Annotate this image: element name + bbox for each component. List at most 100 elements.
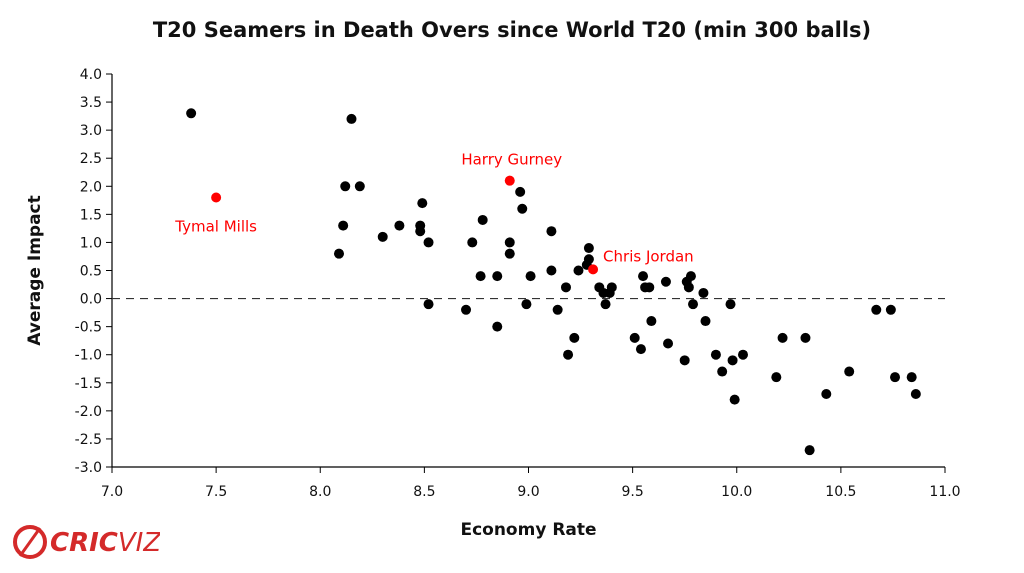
data-point: [729, 394, 740, 405]
data-point: [679, 355, 690, 366]
data-point: [423, 237, 434, 248]
points-layer: [186, 108, 921, 456]
data-point: [683, 282, 694, 293]
data-point: [644, 282, 655, 293]
data-point: [717, 366, 728, 377]
data-point: [552, 304, 563, 315]
data-point: [700, 316, 711, 327]
y-tick-label: -1.5: [75, 376, 102, 392]
data-point: [467, 237, 478, 248]
y-tick-label: 2.5: [80, 151, 102, 167]
highlight-point: [588, 264, 599, 275]
data-point: [417, 198, 428, 209]
data-point: [727, 355, 738, 366]
data-point: [515, 186, 526, 197]
data-point: [871, 304, 882, 315]
data-point: [910, 389, 921, 400]
data-point: [338, 220, 349, 231]
y-tick-label: 4.0: [80, 67, 102, 83]
data-point: [563, 349, 574, 360]
data-point: [475, 271, 486, 282]
highlight-point: [211, 192, 222, 203]
data-point: [821, 389, 832, 400]
data-point: [606, 282, 617, 293]
x-tick-label: 9.5: [621, 484, 643, 500]
logo-wordmark: CRICVIZ: [50, 528, 160, 558]
data-point: [504, 237, 515, 248]
data-point: [525, 271, 536, 282]
logo-text-cric: CRIC: [50, 528, 118, 558]
data-point: [333, 248, 344, 259]
y-tick-label: -2.5: [75, 432, 102, 448]
highlight-layer: Tymal Mills Harry Gurney Chris Jordan: [174, 151, 694, 275]
x-tick-label: 8.5: [413, 484, 435, 500]
axes: 7.0 7.5 8.0 8.5 9.0 9.5 10.0 10.5 11.0 4.0 3.5 3.0 2…: [75, 67, 961, 500]
data-point: [394, 220, 405, 231]
data-point: [890, 372, 901, 383]
y-tick-label: -1.0: [75, 348, 102, 364]
data-point: [688, 299, 699, 310]
x-tick-label: 7.5: [205, 484, 227, 500]
y-tick-label: -3.0: [75, 460, 102, 476]
highlight-point: [504, 175, 515, 186]
y-tick-label: -0.5: [75, 320, 102, 336]
data-point: [646, 316, 657, 327]
data-point: [710, 349, 721, 360]
cricviz-logo: CRICVIZ: [10, 520, 162, 566]
highlight-label: Chris Jordan: [603, 247, 694, 265]
y-tick-label: 3.5: [80, 95, 102, 111]
data-point: [685, 271, 696, 282]
data-point: [517, 203, 528, 214]
data-point: [560, 282, 571, 293]
data-point: [906, 372, 917, 383]
data-point: [800, 332, 811, 343]
data-point: [583, 243, 594, 254]
data-point: [346, 113, 357, 124]
data-point: [340, 181, 351, 192]
data-point: [186, 108, 197, 119]
x-tick-label: 9.0: [517, 484, 539, 500]
data-point: [663, 338, 674, 349]
y-tick-label: 0.0: [80, 292, 102, 308]
x-axis-title: Economy Rate: [460, 520, 596, 540]
y-axis-title: Average Impact: [25, 195, 45, 346]
data-point: [504, 248, 515, 259]
data-point: [521, 299, 532, 310]
x-tick-label: 7.0: [101, 484, 123, 500]
data-point: [377, 231, 388, 242]
x-tick-label: 8.0: [309, 484, 331, 500]
data-point: [492, 321, 503, 332]
cricket-ball-icon: CRICVIZ: [13, 525, 162, 559]
data-point: [771, 372, 782, 383]
data-point: [546, 265, 557, 276]
data-point: [638, 271, 649, 282]
data-point: [583, 254, 594, 265]
highlight-label: Harry Gurney: [461, 151, 562, 169]
data-point: [777, 332, 788, 343]
data-point: [725, 299, 736, 310]
data-point: [415, 226, 426, 237]
data-point: [423, 299, 434, 310]
data-point: [573, 265, 584, 276]
highlight-label: Tymal Mills: [174, 218, 257, 236]
logo-text-viz: VIZ: [118, 528, 160, 558]
data-point: [477, 214, 488, 225]
x-tick-label: 10.0: [721, 484, 752, 500]
x-tick-label: 10.5: [825, 484, 856, 500]
y-tick-label: 0.5: [80, 264, 102, 280]
data-point: [737, 349, 748, 360]
data-point: [844, 366, 855, 377]
data-point: [569, 332, 580, 343]
data-point: [660, 276, 671, 287]
y-tick-label: 1.5: [80, 207, 102, 223]
data-point: [885, 304, 896, 315]
data-point: [698, 287, 709, 298]
data-point: [804, 445, 815, 456]
data-point: [492, 271, 503, 282]
y-tick-label: 3.0: [80, 123, 102, 139]
chart-title: T20 Seamers in Death Overs since World T…: [152, 18, 872, 42]
y-tick-label: 1.0: [80, 235, 102, 251]
data-point: [546, 226, 557, 237]
data-point: [600, 299, 611, 310]
